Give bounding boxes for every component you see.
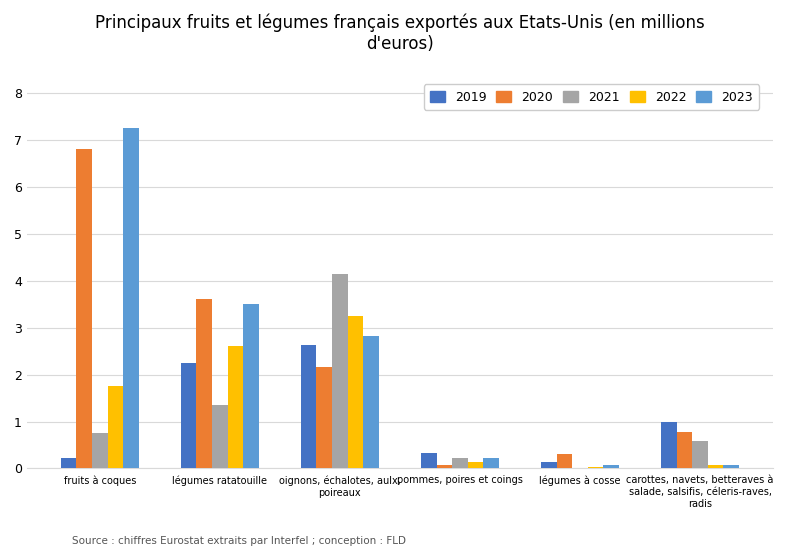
Bar <box>212 405 227 469</box>
Bar <box>181 363 196 469</box>
Bar <box>557 454 572 469</box>
Bar <box>227 346 243 469</box>
Bar <box>541 463 557 469</box>
Text: Source : chiffres Eurostat extraits par Interfel ; conception : FLD: Source : chiffres Eurostat extraits par … <box>72 536 406 547</box>
Bar <box>363 336 379 469</box>
Bar <box>332 274 348 469</box>
Bar <box>603 465 619 469</box>
Bar <box>301 345 317 469</box>
Bar <box>677 432 692 469</box>
Title: Principaux fruits et légumes français exportés aux Etats-Unis (en millions
d'eur: Principaux fruits et légumes français ex… <box>95 14 705 53</box>
Bar <box>243 304 258 469</box>
Bar <box>437 465 452 469</box>
Bar <box>421 453 437 469</box>
Bar <box>708 465 723 469</box>
Bar <box>468 463 483 469</box>
Bar <box>107 386 123 469</box>
Bar <box>723 465 739 469</box>
Bar <box>76 149 92 469</box>
Bar <box>317 367 332 469</box>
Legend: 2019, 2020, 2021, 2022, 2023: 2019, 2020, 2021, 2022, 2023 <box>423 84 759 110</box>
Bar <box>92 433 107 469</box>
Bar <box>572 468 588 469</box>
Bar <box>661 421 677 469</box>
Bar <box>452 458 468 469</box>
Bar <box>483 458 499 469</box>
Bar <box>196 300 212 469</box>
Bar <box>61 458 76 469</box>
Bar <box>692 441 708 469</box>
Bar <box>348 316 363 469</box>
Bar <box>123 128 138 469</box>
Bar <box>588 466 603 469</box>
